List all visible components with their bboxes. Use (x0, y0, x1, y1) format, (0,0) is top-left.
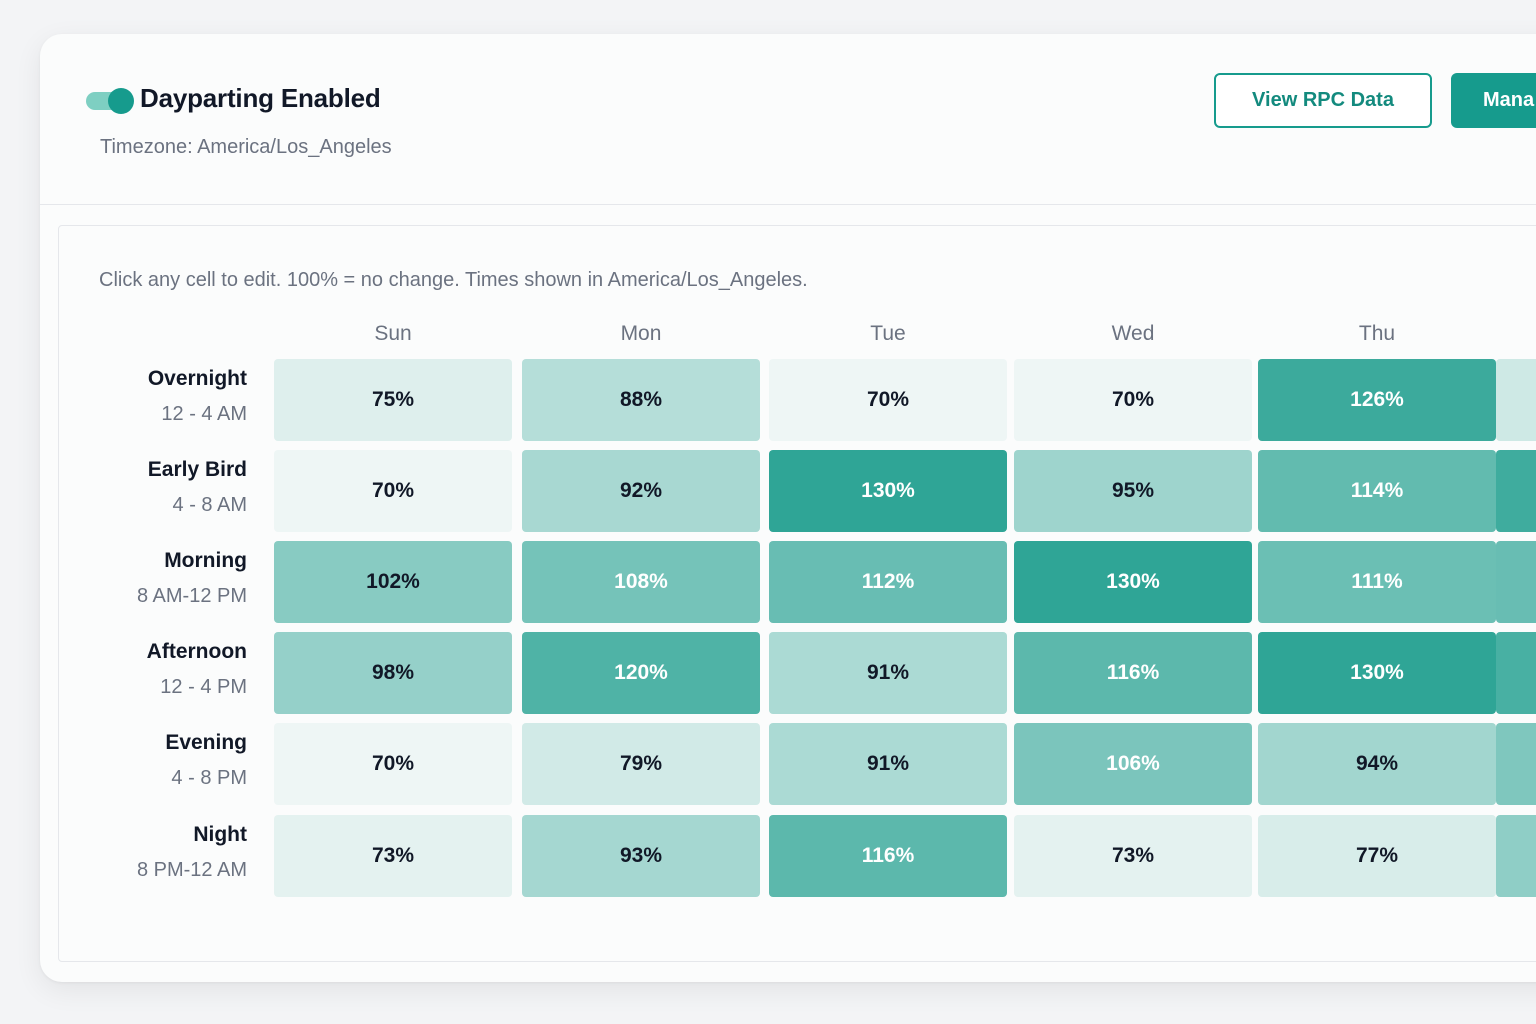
bid-cell-wed[interactable]: 130% (1014, 541, 1252, 623)
daypart-time-range: 12 - 4 PM (160, 676, 247, 698)
bid-cell-partial[interactable] (1496, 541, 1536, 623)
dayparting-card: Dayparting Enabled Timezone: America/Los… (40, 34, 1536, 982)
column-header-mon: Mon (620, 322, 662, 345)
bid-cell-wed[interactable]: 116% (1014, 632, 1252, 714)
row-label: Night 8 PM-12 AM (99, 823, 247, 882)
bid-cell-mon[interactable]: 93% (522, 815, 760, 897)
bid-cell-sun[interactable]: 73% (274, 815, 512, 897)
bid-cell-thu[interactable]: 114% (1258, 450, 1496, 532)
bid-cell-partial[interactable] (1496, 359, 1536, 441)
grid-instructions: Click any cell to edit. 100% = no change… (99, 269, 808, 291)
bid-cell-tue[interactable]: 91% (769, 723, 1007, 805)
bid-cell-thu[interactable]: 77% (1258, 815, 1496, 897)
bid-cell-sun[interactable]: 70% (274, 723, 512, 805)
bid-cell-sun[interactable]: 98% (274, 632, 512, 714)
bid-cell-mon[interactable]: 88% (522, 359, 760, 441)
bid-cell-partial[interactable] (1496, 632, 1536, 714)
bid-cell-thu[interactable]: 94% (1258, 723, 1496, 805)
bid-cell-mon[interactable]: 108% (522, 541, 760, 623)
row-label: Evening 4 - 8 PM (99, 731, 247, 790)
view-rpc-data-button[interactable]: View RPC Data (1214, 73, 1432, 128)
column-header-wed: Wed (1111, 322, 1155, 345)
manage-button[interactable]: Mana (1451, 73, 1536, 128)
bid-cell-sun[interactable]: 102% (274, 541, 512, 623)
daypart-time-range: 12 - 4 AM (161, 403, 247, 425)
bid-cell-wed[interactable]: 106% (1014, 723, 1252, 805)
page-title: Dayparting Enabled (140, 83, 381, 113)
column-header-thu: Thu (1358, 322, 1396, 345)
bid-cell-tue[interactable]: 91% (769, 632, 1007, 714)
daypart-name: Night (193, 823, 247, 846)
bid-cell-tue[interactable]: 70% (769, 359, 1007, 441)
bid-cell-mon[interactable]: 92% (522, 450, 760, 532)
bid-cell-thu[interactable]: 126% (1258, 359, 1496, 441)
daypart-name: Afternoon (146, 640, 247, 663)
bid-cell-partial[interactable] (1496, 723, 1536, 805)
row-label: Morning 8 AM-12 PM (99, 549, 247, 608)
bid-cell-thu[interactable]: 111% (1258, 541, 1496, 623)
dayparting-grid-panel: Click any cell to edit. 100% = no change… (58, 225, 1536, 962)
row-label: Overnight 12 - 4 AM (99, 367, 247, 426)
bid-cell-sun[interactable]: 75% (274, 359, 512, 441)
bid-cell-wed[interactable]: 95% (1014, 450, 1252, 532)
card-header: Dayparting Enabled Timezone: America/Los… (40, 34, 1536, 205)
toggle-knob (108, 88, 134, 114)
bid-cell-partial[interactable] (1496, 815, 1536, 897)
bid-cell-wed[interactable]: 73% (1014, 815, 1252, 897)
bid-cell-tue[interactable]: 116% (769, 815, 1007, 897)
column-header-tue: Tue (870, 322, 906, 345)
bid-cell-mon[interactable]: 79% (522, 723, 760, 805)
daypart-name: Morning (164, 549, 247, 572)
daypart-name: Evening (165, 731, 247, 754)
row-label: Afternoon 12 - 4 PM (99, 640, 247, 699)
column-header-sun: Sun (374, 322, 412, 345)
daypart-time-range: 8 PM-12 AM (136, 859, 247, 881)
bid-cell-tue[interactable]: 112% (769, 541, 1007, 623)
daypart-time-range: 4 - 8 AM (172, 494, 247, 516)
timezone-label: Timezone: America/Los_Angeles (100, 136, 392, 158)
bid-cell-thu[interactable]: 130% (1258, 632, 1496, 714)
daypart-time-range: 4 - 8 PM (171, 767, 247, 789)
daypart-time-range: 8 AM-12 PM (136, 585, 247, 607)
daypart-name: Overnight (147, 367, 247, 390)
bid-cell-wed[interactable]: 70% (1014, 359, 1252, 441)
bid-cell-tue[interactable]: 130% (769, 450, 1007, 532)
daypart-name: Early Bird (147, 458, 247, 481)
row-label: Early Bird 4 - 8 AM (99, 458, 247, 517)
dayparting-toggle[interactable] (86, 88, 134, 114)
bid-cell-sun[interactable]: 70% (274, 450, 512, 532)
bid-cell-mon[interactable]: 120% (522, 632, 760, 714)
bid-cell-partial[interactable] (1496, 450, 1536, 532)
